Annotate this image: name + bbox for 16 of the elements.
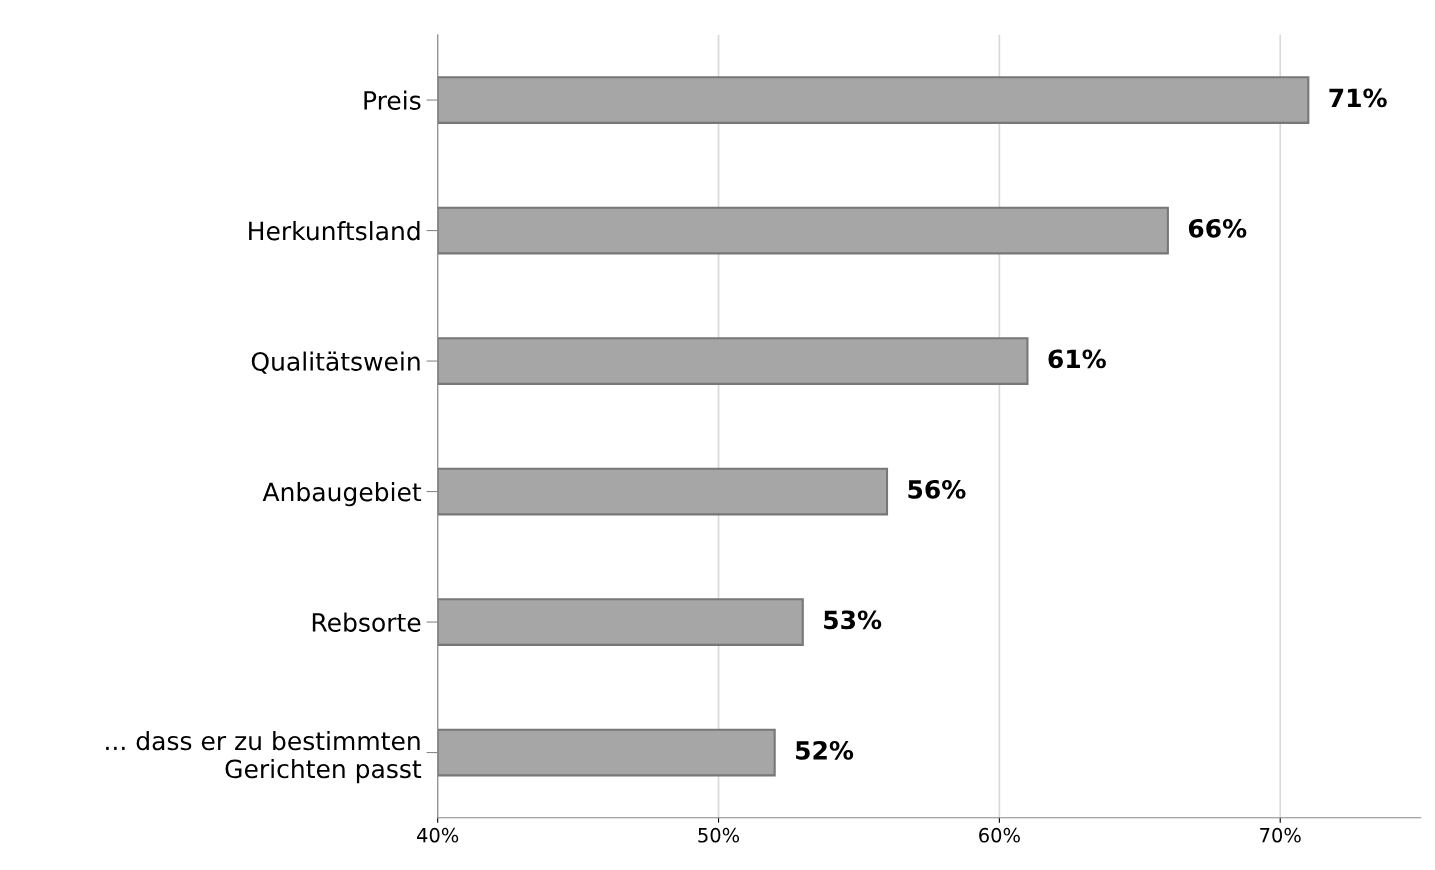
y-tick-label: Rebsorte bbox=[312, 612, 421, 632]
y-tick-label: ... dass er zu bestimmten Gerichten passt bbox=[106, 730, 422, 784]
x-tick-label: 40% bbox=[417, 827, 459, 843]
x-tick-label: 70% bbox=[1260, 827, 1301, 843]
y-tick-label: Qualitätswein bbox=[251, 351, 420, 374]
data-label: 71% bbox=[1329, 88, 1387, 108]
data-label: 61% bbox=[1048, 349, 1106, 369]
x-tick-label: 60% bbox=[979, 827, 1020, 843]
data-label: 56% bbox=[908, 479, 966, 499]
y-tick-label: Preis bbox=[364, 90, 421, 110]
data-label: 52% bbox=[796, 740, 854, 760]
data-label: 66% bbox=[1188, 218, 1247, 238]
data-label: 53% bbox=[824, 610, 882, 630]
y-tick-label: Anbaugebiet bbox=[262, 482, 422, 507]
x-tick-label: 50% bbox=[698, 827, 740, 843]
y-tick-label: Herkunftsland bbox=[249, 221, 420, 241]
